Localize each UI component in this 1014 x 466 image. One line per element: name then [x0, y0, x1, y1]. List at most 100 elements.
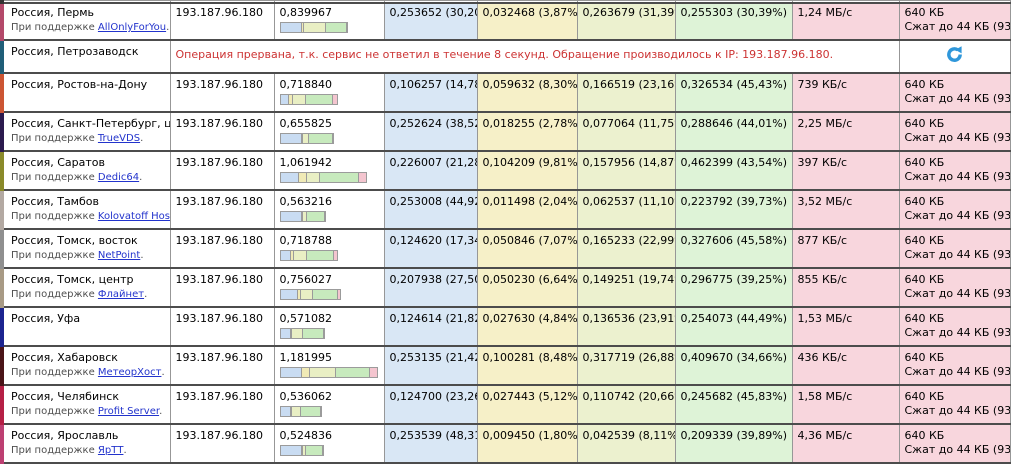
timing-bar-segment: [345, 22, 348, 33]
download-speed: 1,24 МБ/с: [797, 6, 853, 19]
ip-cell: 193.187.96.180: [169, 384, 275, 425]
time-value-cell-1: 0,253652 (30,20%): [383, 2, 478, 41]
sponsor-link[interactable]: Флайнет: [97, 289, 145, 300]
table-row: Россия, Уфа При поддержке . 193.187.96.1…: [0, 306, 1011, 347]
sponsor-line: При поддержке Kolovatoff Hosting.: [11, 210, 169, 224]
ip-cell: 193.187.96.180: [169, 267, 275, 308]
time-value-cell-3: 0,157956 (14,87%): [576, 150, 676, 191]
sponsor-link[interactable]: TrueVDS: [97, 133, 141, 144]
table-row: Россия, Томск, восток При поддержке NetP…: [0, 228, 1011, 269]
page-size: 640 КБ: [904, 273, 945, 286]
location-cell: Россия, Ярославль При поддержке ЯрТТ.: [0, 423, 171, 464]
ip-address: 193.187.96.180: [175, 273, 263, 286]
location-label: Россия, Томск, восток: [11, 234, 138, 247]
timing-bar-segment: [279, 289, 298, 300]
download-speed: 436 КБ/с: [797, 351, 848, 364]
time-value-1: 0,207938 (27,50%): [389, 273, 477, 286]
timing-bar-segment: [331, 94, 338, 105]
timing-bar-segment: [279, 22, 302, 33]
sponsor-link[interactable]: Profit Server: [97, 406, 160, 417]
location-label: Россия, Хабаровск: [11, 351, 118, 364]
timing-bar: [279, 367, 379, 378]
location-label: Россия, Саратов: [11, 156, 105, 169]
download-speed: 4,36 МБ/с: [797, 429, 853, 442]
time-value-cell-3: 0,062537 (11,10%): [576, 189, 676, 230]
timing-bar: [279, 250, 379, 261]
table-row: Россия, Тамбов При поддержке Kolovatoff …: [0, 189, 1011, 230]
size-cell: 640 КБ Сжат до 44 КБ (93%): [898, 384, 1011, 425]
sponsor-prefix: При поддержке: [11, 22, 95, 33]
time-value-cell-2: 0,009450 (1,80%): [476, 423, 578, 464]
timing-bar-segment: [302, 22, 326, 33]
ip-cell: 193.187.96.180: [169, 111, 275, 152]
location-label: Россия, Санкт-Петербург, центр 1: [11, 117, 169, 130]
sponsor-link[interactable]: Kolovatoff Hosting: [97, 211, 170, 222]
timing-bar-segment: [291, 94, 306, 105]
timing-bar-segment: [368, 367, 378, 378]
sponsor-line: При поддержке TrueVDS.: [11, 132, 165, 146]
sponsor-link[interactable]: Dedic64: [97, 172, 140, 183]
timing-bar-segment: [322, 328, 325, 339]
time-value-3: 0,149251 (19,74%): [582, 273, 675, 286]
time-value-cell-1: 0,252624 (38,52%): [383, 111, 478, 152]
time-value-3: 0,157956 (14,87%): [582, 156, 675, 169]
time-value-cell-4: 0,462399 (43,54%): [674, 150, 793, 191]
sponsor-suffix: .: [144, 289, 148, 300]
sponsor-suffix: .: [139, 172, 143, 183]
table-row: Россия, Саратов При поддержке Dedic64. 1…: [0, 150, 1011, 191]
size-cell: 640 КБ Сжат до 44 КБ (93%): [898, 267, 1011, 308]
sponsor-link[interactable]: МетеорХост: [97, 367, 162, 378]
compressed-size: Сжат до 44 КБ (93%): [904, 365, 1010, 378]
timing-bar-segment: [305, 211, 325, 222]
error-message: Операция прервана, т.к. сервис не ответи…: [175, 48, 834, 61]
sponsor-link[interactable]: ЯрТТ: [97, 445, 124, 456]
compressed-size: Сжат до 44 КБ (93%): [904, 248, 1010, 261]
time-value-1: 0,124614 (21,82%): [389, 312, 477, 325]
timing-bar: [279, 289, 379, 300]
time-value-cell-4: 0,296775 (39,25%): [674, 267, 793, 308]
sponsor-prefix: При поддержке: [11, 133, 95, 144]
size-cell: 640 КБ Сжат до 44 КБ (93%): [898, 111, 1011, 152]
size-cell: 640 КБ Сжат до 44 КБ (93%): [898, 189, 1011, 230]
location-cell: Россия, Хабаровск При поддержке МетеорХо…: [0, 345, 171, 386]
time-value-4: 0,288646 (44,01%): [680, 117, 788, 130]
page-size: 640 КБ: [904, 312, 945, 325]
download-speed: 3,52 МБ/с: [797, 195, 853, 208]
error-cell: Операция прервана, т.к. сервис не ответи…: [169, 39, 900, 74]
refresh-icon[interactable]: [945, 45, 964, 64]
timing-bar-segment: [301, 328, 324, 339]
location-cell: Россия, Томск, центр При поддержке Флайн…: [0, 267, 171, 308]
total-time: 0,718788: [279, 234, 333, 247]
total-time: 0,571082: [279, 312, 333, 325]
size-cell: 640 КБ Сжат до 44 КБ (93%): [898, 150, 1011, 191]
sponsor-prefix: При поддержке: [11, 406, 95, 417]
ip-address: 193.187.96.180: [175, 78, 263, 91]
time-value-cell-3: 0,317719 (26,88%): [576, 345, 676, 386]
sponsor-link[interactable]: NetPoint: [97, 250, 141, 261]
time-value-cell-3: 0,263679 (31,39%): [576, 2, 676, 41]
time-value-1: 0,253539 (48,31%): [389, 429, 477, 442]
sponsor-suffix: .: [161, 367, 165, 378]
total-time-cell: 0,536062: [273, 384, 385, 425]
timing-bar: [279, 133, 379, 144]
time-value-2: 0,027630 (4,84%): [482, 312, 577, 325]
timing-bar-segment: [307, 133, 333, 144]
time-value-cell-1: 0,253135 (21,42%): [383, 345, 478, 386]
time-value-4: 0,462399 (43,54%): [680, 156, 788, 169]
time-value-cell-1: 0,124620 (17,34%): [383, 228, 478, 269]
total-time-cell: 0,563216: [273, 189, 385, 230]
location-cell: Россия, Уфа При поддержке .: [0, 306, 171, 347]
compressed-size: Сжат до 44 КБ (93%): [904, 287, 1010, 300]
time-value-cell-1: 0,253008 (44,92%): [383, 189, 478, 230]
location-label: Россия, Петрозаводск: [11, 45, 139, 58]
time-value-4: 0,223792 (39,73%): [680, 195, 788, 208]
sponsor-link[interactable]: AllOnlyForYou: [97, 22, 167, 33]
page-size: 640 КБ: [904, 6, 945, 19]
time-value-cell-3: 0,136536 (23,91%): [576, 306, 676, 347]
speed-cell: 397 КБ/с: [791, 150, 900, 191]
timing-bar-segment: [305, 250, 334, 261]
ip-cell: 193.187.96.180: [169, 189, 275, 230]
page-size: 640 КБ: [904, 234, 945, 247]
sponsor-suffix: .: [140, 250, 144, 261]
time-value-2: 0,104209 (9,81%): [482, 156, 577, 169]
